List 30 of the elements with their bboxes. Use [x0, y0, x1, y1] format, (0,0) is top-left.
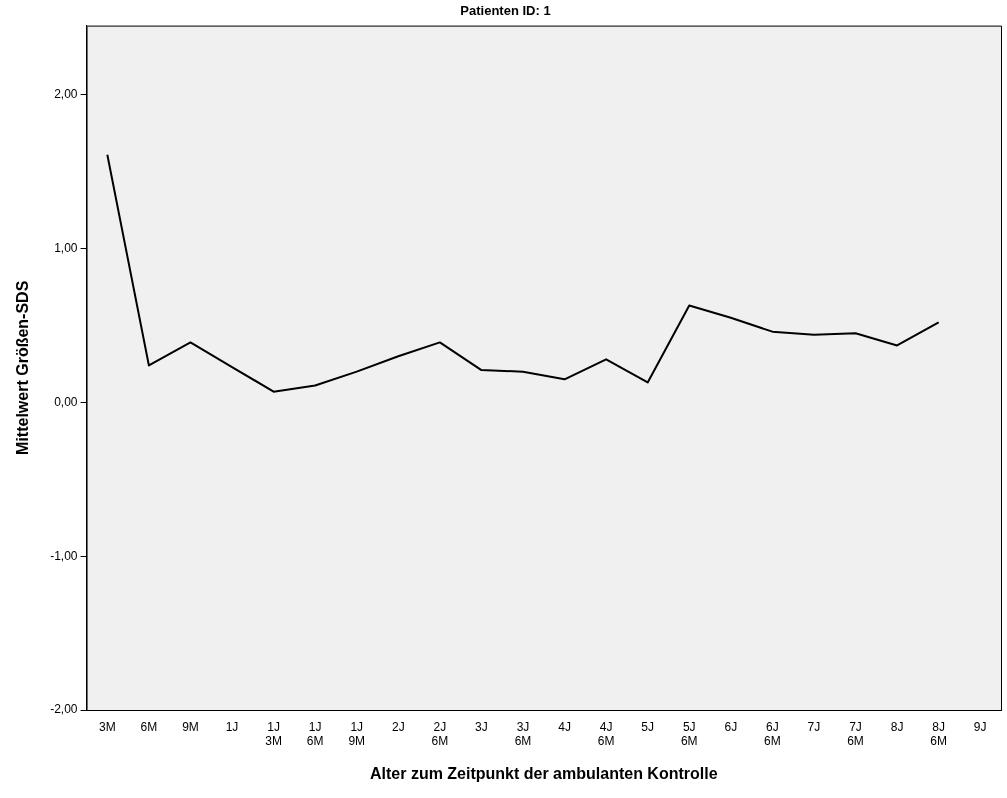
x-tick-label: 2J	[391, 719, 405, 734]
x-tick-label: 1J 3M	[265, 719, 282, 748]
x-tick-label: 3M	[99, 719, 116, 734]
y-tick-label: 2,00	[54, 87, 78, 102]
x-tick-label: 1J 6M	[306, 719, 324, 748]
y-tick-label: 0,00	[54, 394, 78, 409]
x-tick-label: 7J	[807, 719, 821, 734]
y-tick-label: -1,00	[50, 548, 78, 563]
chart-title: Patienten ID: 1	[460, 3, 551, 19]
x-tick-label: 6J 6M	[764, 719, 781, 748]
x-axis-title: Alter zum Zeitpunkt der ambulanten Kontrolle	[369, 764, 718, 782]
x-tick-label: 3J 6M	[514, 719, 532, 748]
x-tick-label: 5J	[641, 719, 655, 734]
x-tick-label: 9M	[182, 719, 199, 734]
x-tick-label: 3J	[475, 719, 488, 734]
y-axis-title: Mittelwert Größen-SDS	[14, 280, 32, 455]
x-tick-label: 9J	[973, 719, 987, 734]
x-tick-label: 2J 6M	[431, 719, 449, 748]
x-tick-label: 7J 6M	[847, 719, 864, 748]
x-tick-label: 4J	[558, 719, 571, 734]
x-tick-label: 1J	[225, 719, 239, 734]
x-tick-label: 6M	[140, 719, 158, 734]
x-tick-label: 4J 6M	[597, 719, 615, 748]
x-tick-label: 6J	[724, 719, 738, 734]
x-tick-label: 5J 6M	[680, 719, 698, 748]
x-tick-label: 1J 9M	[348, 719, 366, 748]
x-tick-label: 8J 6M	[930, 719, 947, 748]
y-tick-label: -2,00	[50, 702, 78, 717]
y-tick-label: 1,00	[54, 240, 78, 255]
x-tick-label: 8J	[890, 719, 904, 734]
